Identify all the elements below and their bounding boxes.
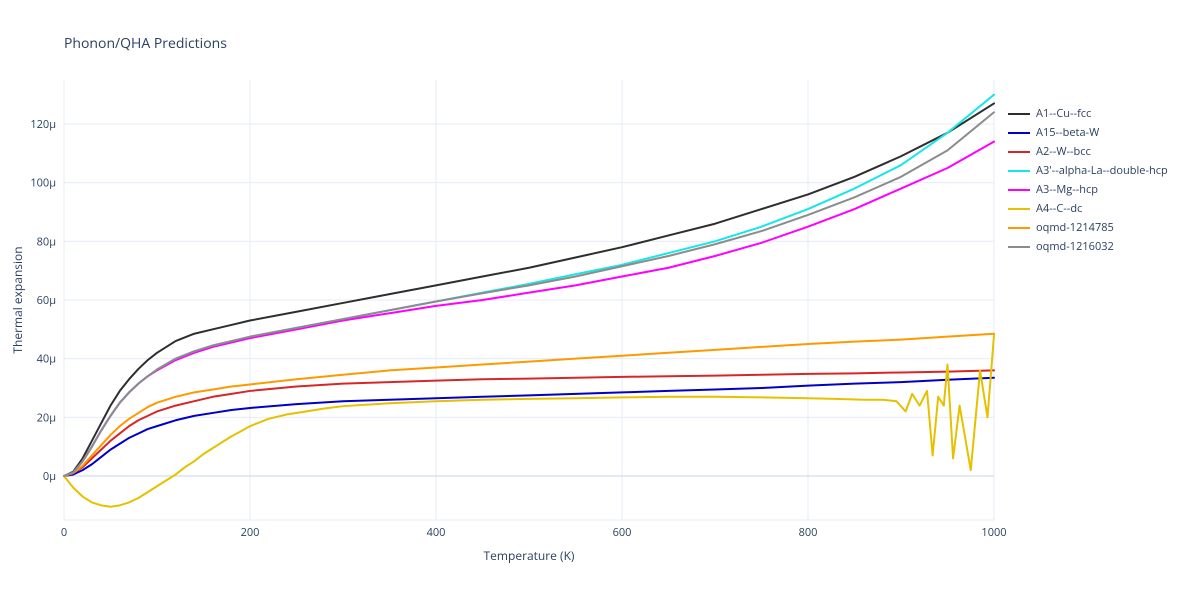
legend-label: oqmd-1216032 [1036,239,1114,254]
svg-text:200: 200 [241,525,260,540]
svg-text:400: 400 [427,525,446,540]
legend-item[interactable]: A2--W--bcc [1008,142,1168,161]
legend-swatch [1008,208,1030,210]
legend-swatch [1008,189,1030,191]
legend-label: A4--C--dc [1036,201,1082,216]
svg-text:600: 600 [613,525,632,540]
legend-item[interactable]: oqmd-1214785 [1008,218,1168,237]
legend-item[interactable]: A4--C--dc [1008,199,1168,218]
legend-label: A15--beta-W [1036,125,1099,140]
svg-text:40μ: 40μ [37,352,56,367]
legend-label: A3'--alpha-La--double-hcp [1036,163,1168,178]
svg-text:1000: 1000 [981,525,1006,540]
legend-swatch [1008,151,1030,153]
legend-label: A2--W--bcc [1036,144,1091,159]
legend-label: A3--Mg--hcp [1036,182,1098,197]
legend-item[interactable]: A3--Mg--hcp [1008,180,1168,199]
legend-item[interactable]: A15--beta-W [1008,123,1168,142]
legend-swatch [1008,170,1030,172]
svg-text:100μ: 100μ [30,176,56,191]
svg-text:0μ: 0μ [43,469,56,484]
svg-text:800: 800 [799,525,818,540]
legend-label: A1--Cu--fcc [1036,106,1091,121]
svg-text:0: 0 [61,525,67,540]
legend: A1--Cu--fcc A15--beta-W A2--W--bcc A3'--alp… [1008,104,1168,256]
chart-plot: 0 200 400 600 800 1000 0μ 20μ 40μ 60μ 80μ 100μ 120μ T… [0,0,1200,600]
legend-item[interactable]: oqmd-1216032 [1008,237,1168,256]
legend-swatch [1008,227,1030,229]
svg-text:80μ: 80μ [37,234,56,249]
x-axis-label: Temperature (K) [484,547,575,564]
legend-swatch [1008,132,1030,134]
legend-item[interactable]: A1--Cu--fcc [1008,104,1168,123]
svg-text:20μ: 20μ [37,410,56,425]
svg-text:60μ: 60μ [37,293,56,308]
legend-swatch [1008,113,1030,115]
legend-item[interactable]: A3'--alpha-La--double-hcp [1008,161,1168,180]
y-axis-label: Thermal expansion [9,246,26,353]
legend-label: oqmd-1214785 [1036,220,1114,235]
svg-text:120μ: 120μ [30,117,56,132]
legend-swatch [1008,246,1030,248]
